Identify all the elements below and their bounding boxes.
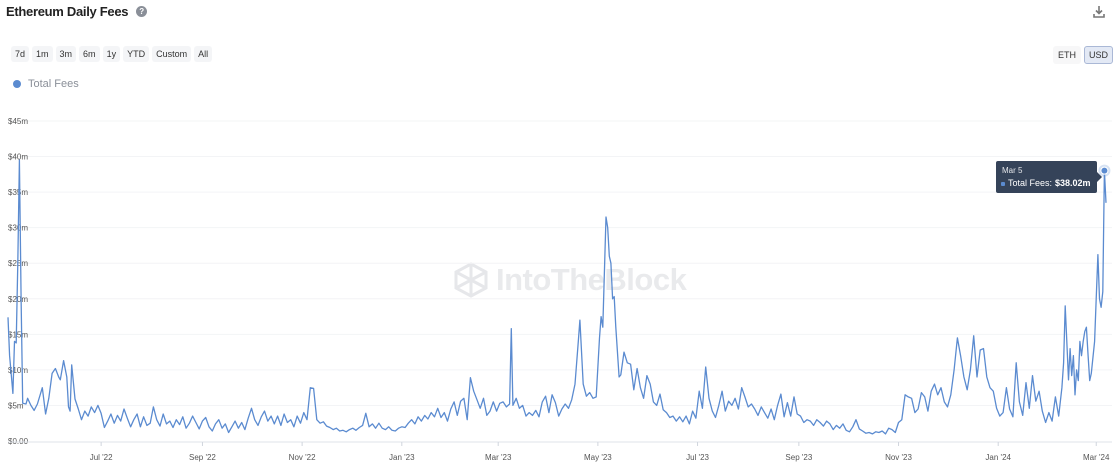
x-tick-label: Jan '24 xyxy=(985,453,1011,462)
x-tick-label: Nov '23 xyxy=(885,453,912,462)
watermark: IntoTheBlock xyxy=(454,262,687,298)
y-tick-label: $35m xyxy=(8,188,28,197)
range-selector: 7d 1m 3m 6m 1y YTD Custom All xyxy=(11,46,213,62)
chart-header: Ethereum Daily Fees ? xyxy=(6,4,148,19)
intotheblock-logo-icon xyxy=(454,262,488,298)
watermark-text: IntoTheBlock xyxy=(496,262,687,297)
chart-title: Ethereum Daily Fees xyxy=(6,4,129,19)
question-circle-icon[interactable]: ? xyxy=(136,6,148,17)
total-fees-series-line xyxy=(7,159,1107,435)
tooltip-value: $38.02m xyxy=(1055,178,1091,188)
range-all-button[interactable]: All xyxy=(194,46,213,62)
x-tick-label: Jan '23 xyxy=(389,453,415,462)
tooltip-date: Mar 5 xyxy=(1002,166,1023,175)
x-tick-label: Sep '22 xyxy=(189,453,216,462)
x-tick-label: Nov '22 xyxy=(289,453,316,462)
y-tick-label: $20m xyxy=(8,295,28,304)
unit-toggle: ETH USD xyxy=(1052,46,1113,64)
x-tick-label: Jul '22 xyxy=(90,453,113,462)
x-tick-label: Sep '23 xyxy=(785,453,812,462)
tooltip-label: Total Fees: xyxy=(1008,178,1053,188)
unit-eth-button[interactable]: ETH xyxy=(1052,46,1081,64)
chart-tooltip: Mar 5 Total Fees: $38.02m xyxy=(996,161,1102,193)
range-3m-button[interactable]: 3m xyxy=(55,46,77,62)
legend-label: Total Fees xyxy=(28,78,79,90)
download-icon[interactable] xyxy=(1092,5,1106,19)
unit-usd-button[interactable]: USD xyxy=(1083,46,1113,64)
y-tick-label: $15m xyxy=(8,330,28,339)
y-tick-label: $5m xyxy=(8,401,24,410)
range-7d-button[interactable]: 7d xyxy=(11,46,30,62)
hover-point-marker xyxy=(1100,166,1109,175)
x-tick-label: Jul '23 xyxy=(686,453,709,462)
range-1y-button[interactable]: 1y xyxy=(102,46,121,62)
range-6m-button[interactable]: 6m xyxy=(79,46,100,62)
legend-dot-icon xyxy=(13,80,21,88)
range-custom-button[interactable]: Custom xyxy=(152,46,192,62)
legend-item-total-fees[interactable]: Total Fees xyxy=(13,78,79,90)
x-tick-label: Mar '23 xyxy=(485,453,512,462)
y-tick-label: $45m xyxy=(8,117,28,126)
y-tick-label: $40m xyxy=(8,153,28,162)
x-tick-label: May '23 xyxy=(584,453,612,462)
x-tick-label: Mar '24 xyxy=(1083,453,1110,462)
y-tick-label: $10m xyxy=(8,366,28,375)
range-1m-button[interactable]: 1m xyxy=(32,46,53,62)
tooltip-series-marker-icon xyxy=(1001,181,1005,186)
range-ytd-button[interactable]: YTD xyxy=(123,46,150,62)
